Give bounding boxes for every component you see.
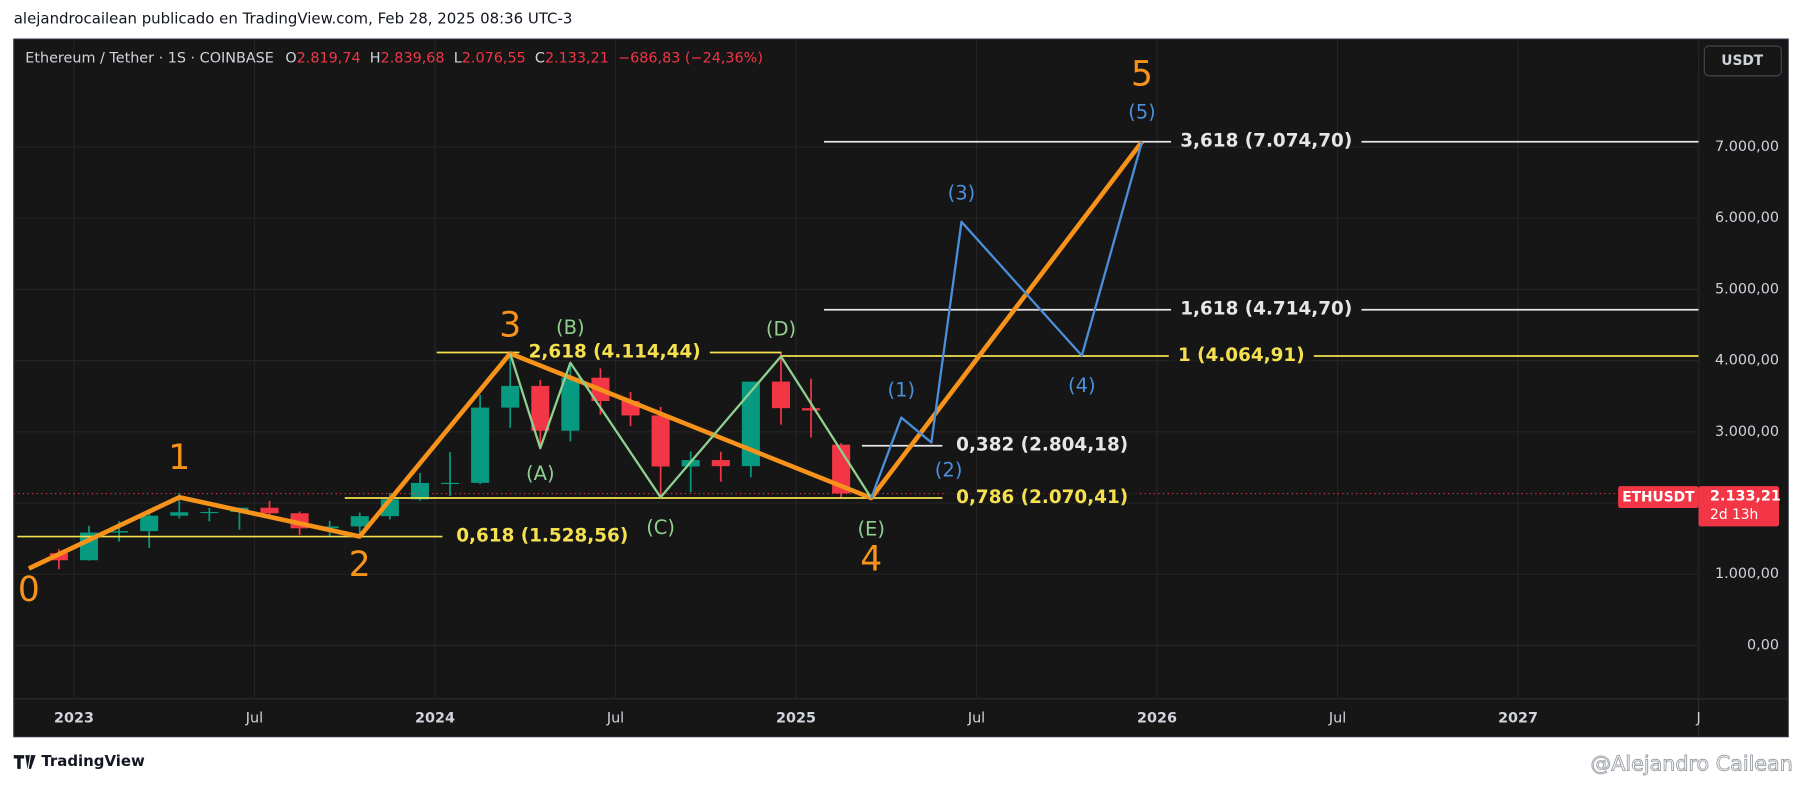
wave-label: 3 <box>499 306 521 346</box>
fib-label: 0,786 (2.070,41) <box>956 487 1128 508</box>
fib-label-bg <box>946 493 1138 503</box>
y-tick-label: 7.000,00 <box>1715 139 1779 155</box>
fib-label: 1 (4.064,91) <box>1178 345 1305 366</box>
wave-label: 0 <box>18 570 40 610</box>
chart-panel <box>13 38 1789 738</box>
candle-body <box>711 460 730 467</box>
y-tick-label: 6.000,00 <box>1715 210 1779 226</box>
ohlc-value: 2.076,55 <box>462 51 526 67</box>
x-tick-label: 2027 <box>1498 710 1538 726</box>
wave-label: (E) <box>857 518 885 541</box>
candle-body <box>170 512 189 516</box>
price-tag-label: 2.133,21 <box>1710 489 1781 505</box>
fib-label: 2,618 (4.114,44) <box>529 341 701 362</box>
wave-label: (D) <box>766 317 796 340</box>
brand-logo <box>13 755 36 769</box>
plot-area: 3,618 (7.074,70) 1,618 (4.714,70) 1 (4.064… <box>13 131 1699 571</box>
price-tag <box>1698 486 1780 527</box>
wave-label: (3) <box>948 182 976 205</box>
wave-label: (A) <box>526 462 555 485</box>
candle-body <box>260 507 279 514</box>
ohlc-value: 2.819,74 <box>297 51 361 67</box>
fib-label: 0,618 (1.528,56) <box>456 526 628 547</box>
wave-line <box>27 140 1144 571</box>
candle-body <box>771 381 790 409</box>
ohlc-key: L <box>454 51 462 67</box>
x-tick-label: 2023 <box>54 710 94 726</box>
candle-body <box>350 516 369 527</box>
x-tick-label: Jul <box>1328 710 1346 726</box>
currency-label[interactable]: USDT <box>1721 53 1764 69</box>
y-tick-label: 4.000,00 <box>1715 353 1779 369</box>
ohlc-key: O <box>285 51 296 67</box>
candle-body <box>531 385 550 431</box>
x-tick-label: 2025 <box>776 710 816 726</box>
x-tick-label: Jul <box>606 710 624 726</box>
currency-button[interactable] <box>1703 45 1782 77</box>
ohlc-value: 2.133,21 <box>545 51 609 67</box>
fib-label-bg <box>447 531 638 542</box>
fib-label-bg <box>1171 137 1362 147</box>
wave-label: 4 <box>860 540 882 580</box>
attribution: alejandrocailean publicado en TradingVie… <box>14 10 573 28</box>
candle-body <box>110 531 129 533</box>
y-tick-label: 1.000,00 <box>1715 566 1779 582</box>
symbol-legend: Ethereum / Tether · 1S · COINBASE O2.819,… <box>25 51 763 67</box>
x-tick-label: 2026 <box>1137 710 1177 726</box>
ohlc-key: H <box>370 51 381 67</box>
fib-label-bg <box>1168 351 1314 361</box>
x-tick-label: Jul <box>967 710 985 726</box>
y-tick-label: 3.000,00 <box>1715 424 1779 440</box>
y-tick-label: 5.000,00 <box>1715 281 1779 297</box>
brand: TradingView <box>41 752 145 770</box>
wave-label: (5) <box>1128 100 1156 123</box>
symbol: Ethereum / Tether · 1S · COINBASE <box>25 51 274 67</box>
candle-body <box>471 407 490 483</box>
candle-body <box>802 408 821 411</box>
fib-label-bg <box>519 347 710 358</box>
fib-label: 3,618 (7.074,70) <box>1180 131 1352 152</box>
wave-label: 5 <box>1131 55 1153 95</box>
ohlc-value: 2.839,68 <box>381 51 445 67</box>
watermark: @Alejandro Cailean <box>1591 751 1793 775</box>
wave-label: 2 <box>349 545 371 585</box>
wave-label: (1) <box>887 379 915 402</box>
fib-label: 1,618 (4.714,70) <box>1180 299 1352 320</box>
candle-body <box>410 482 429 500</box>
x-tick-label: Jul <box>245 710 263 726</box>
candle-body <box>441 482 460 484</box>
wave-label: (C) <box>646 516 675 539</box>
candle-body <box>140 515 159 532</box>
fib-label: 0,382 (2.804,18) <box>956 435 1128 456</box>
candle-body <box>501 385 520 408</box>
symbol-tag <box>1618 486 1699 508</box>
fib-label-bg <box>946 441 1138 451</box>
symbol-tag-label: ETHUSDT <box>1622 490 1695 506</box>
wave-label: (B) <box>556 316 585 339</box>
grid <box>13 40 1700 699</box>
candle-body <box>741 381 760 467</box>
candle-body <box>651 415 670 467</box>
x-tick-label: 2024 <box>415 710 455 726</box>
overlay: 0,001.000,002.000,003.000,004.000,005.00… <box>18 55 1781 727</box>
candle-body <box>320 526 339 529</box>
candle-body <box>561 377 580 431</box>
x-tick-label: J <box>1695 710 1700 726</box>
candle-body <box>200 511 219 514</box>
ohlc-key: C <box>535 51 545 67</box>
countdown: 2d 13h <box>1710 507 1758 523</box>
wave-line <box>870 141 1144 499</box>
wave-line <box>509 353 873 499</box>
wave-label: (2) <box>935 459 963 482</box>
y-tick-label: 0,00 <box>1747 637 1779 653</box>
fib-label-bg <box>1171 305 1362 315</box>
change: −686,83 (−24,36%) <box>618 51 763 67</box>
wave-label: 1 <box>168 438 190 478</box>
wave-label: (4) <box>1068 374 1096 397</box>
